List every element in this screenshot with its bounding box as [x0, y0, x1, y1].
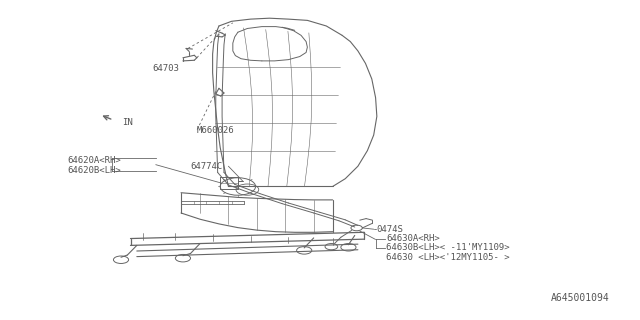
Text: 0474S: 0474S: [377, 225, 404, 234]
Text: 64620A<RH>: 64620A<RH>: [67, 156, 121, 164]
Text: 64630A<RH>: 64630A<RH>: [387, 234, 440, 243]
Text: M660026: M660026: [197, 126, 234, 135]
Text: 64703: 64703: [152, 64, 179, 73]
Text: IN: IN: [122, 118, 133, 127]
Text: A645001094: A645001094: [550, 293, 609, 303]
Text: 64630 <LH><'12MY1105- >: 64630 <LH><'12MY1105- >: [387, 253, 510, 262]
Text: 64630B<LH>< -11'MY1109>: 64630B<LH>< -11'MY1109>: [387, 244, 510, 252]
Text: 64620B<LH>: 64620B<LH>: [67, 166, 121, 175]
Text: 64774C: 64774C: [191, 162, 223, 171]
